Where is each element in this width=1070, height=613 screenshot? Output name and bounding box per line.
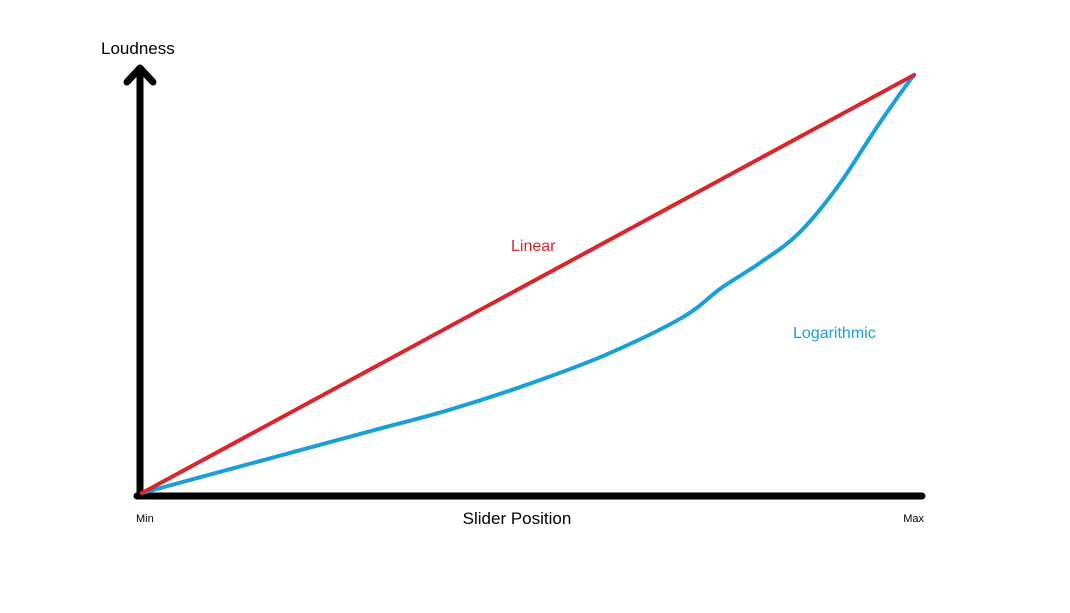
series-layer [140,73,916,495]
y-axis-label: Loudness [101,39,175,58]
series-line-linear [140,73,916,495]
x-axis-label: Slider Position [463,509,572,528]
y-axis-arrowhead [123,64,157,86]
x-tick-label-max: Max [903,513,924,525]
series-line-logarithmic [140,73,916,495]
x-tick-label-min: Min [136,513,154,525]
series-label-linear: Linear [511,238,556,255]
series-label-logarithmic: Logarithmic [793,325,876,342]
